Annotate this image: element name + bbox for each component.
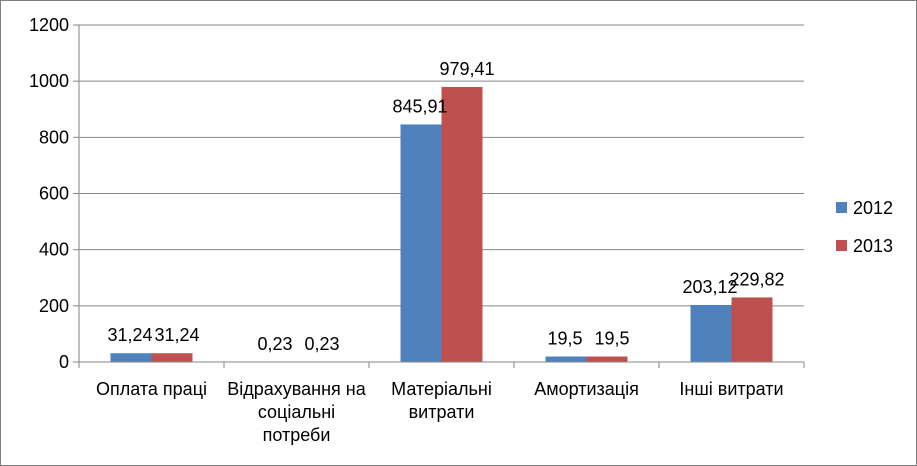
x-category-label: потреби [263,425,331,445]
data-label: 31,24 [107,325,152,345]
legend-label: 2012 [853,198,893,218]
y-tick-labels: 0 200 400 600 800 1000 1200 [29,15,69,372]
data-label: 0,23 [304,334,339,354]
legend-swatch [836,202,847,213]
bar [690,304,732,362]
legend-swatch [836,240,847,251]
axes [73,24,805,368]
x-category-label: Амортизація [534,379,639,399]
y-tick-label: 400 [39,240,69,260]
x-category-label: витрати [409,402,475,422]
legend-label: 2013 [853,236,893,256]
data-label: 845,91 [392,96,447,116]
bar [400,124,442,362]
x-category-label: Оплата праці [96,379,207,399]
data-labels: 31,24 31,24 0,23 0,23 845,91 979,41 19,5 19,5 20… [107,59,784,354]
bar [151,353,193,362]
bar [441,86,483,362]
data-label: 19,5 [547,329,582,349]
x-category-label: Матеріальні [391,379,492,399]
y-tick-label: 0 [59,352,69,372]
x-category-label: Інші витрати [679,379,783,399]
bar [731,297,773,362]
data-label: 229,82 [729,269,784,289]
y-tick-label: 1000 [29,71,69,91]
bars [110,86,773,362]
bar [110,353,152,362]
data-label: 979,41 [439,59,494,79]
y-tick-label: 800 [39,127,69,147]
x-category-label: соціальні [258,402,335,422]
x-category-labels: Оплата праці Відрахування на соціальні потр… [96,379,784,445]
y-tick-label: 1200 [29,15,69,35]
data-label: 0,23 [257,334,292,354]
y-tick-label: 200 [39,296,69,316]
data-label: 19,5 [594,329,629,349]
bar [586,356,628,362]
data-label: 31,24 [154,325,199,345]
legend: 2012 2013 [836,198,893,256]
data-label: 203,12 [682,277,737,297]
bar [545,356,587,362]
x-category-label: Відрахування на [227,379,366,399]
y-tick-label: 600 [39,184,69,204]
